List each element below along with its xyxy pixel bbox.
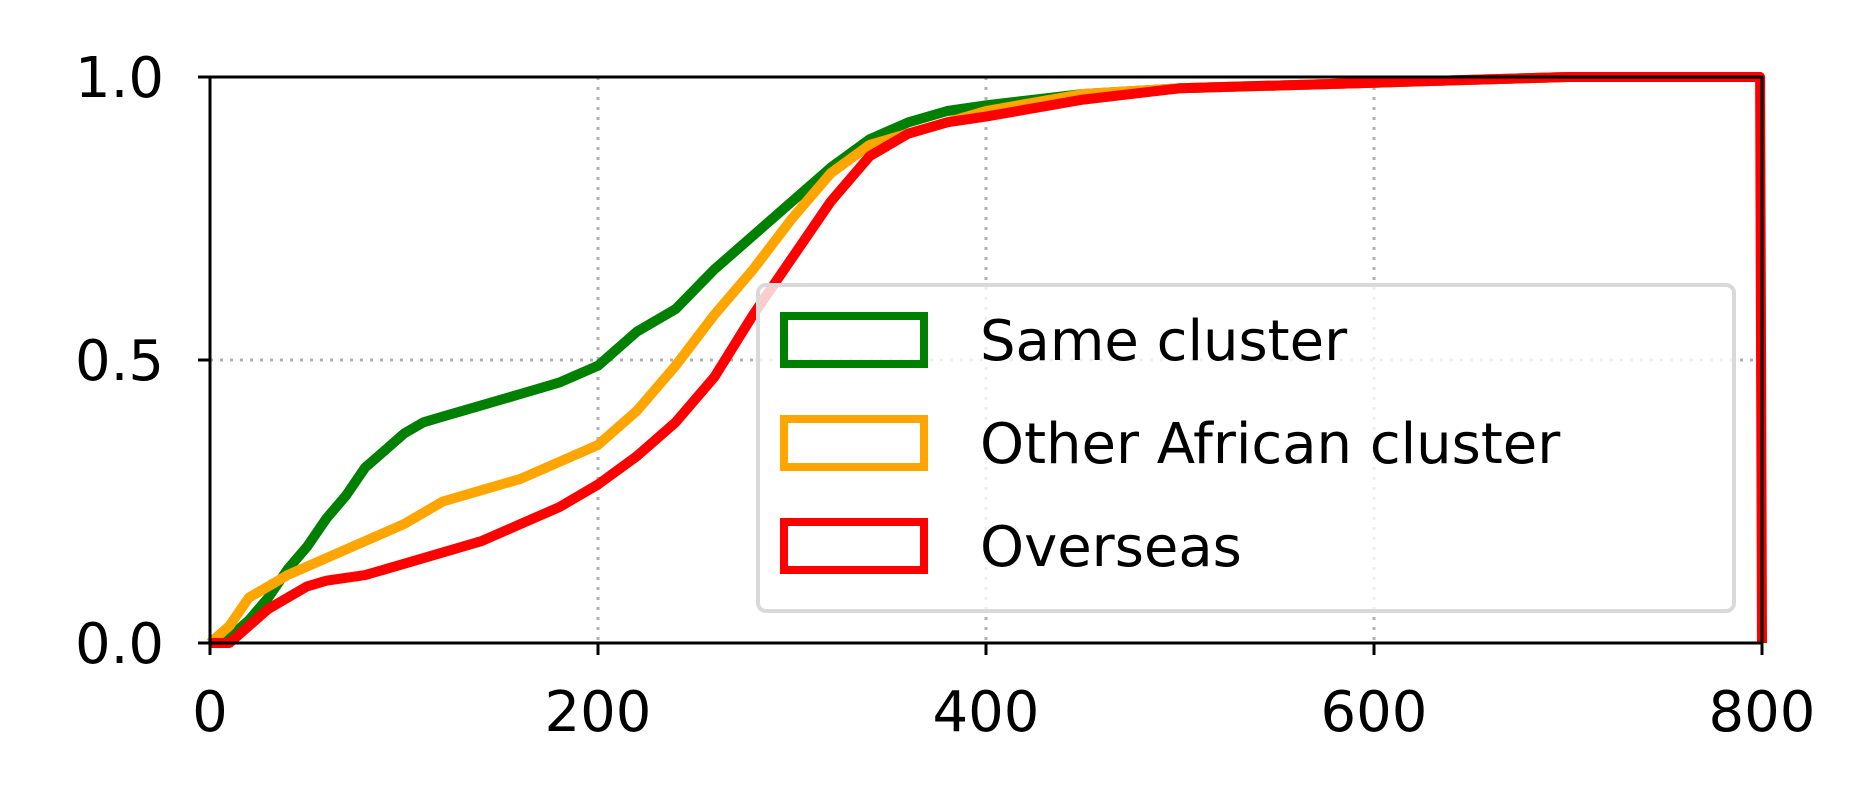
series-lines bbox=[206, 72, 1767, 648]
x-tick-label: 200 bbox=[545, 680, 652, 745]
legend-swatch-1 bbox=[780, 312, 928, 368]
series-line-3 bbox=[210, 72, 1767, 648]
legend-box bbox=[756, 283, 1736, 613]
legend-swatch-2 bbox=[780, 415, 928, 471]
x-tick-label: 400 bbox=[933, 680, 1040, 745]
series-line-2 bbox=[206, 72, 1762, 647]
y-tick-label: 1.0 bbox=[75, 46, 164, 111]
axis-ticks: 0 200 400 600 800 0.0 0.5 1.0 bbox=[75, 46, 1816, 745]
legend: Same cluster Other African cluster Oversea… bbox=[756, 283, 1736, 613]
legend-label-3: Overseas bbox=[980, 515, 1242, 580]
legend-label-2: Other African cluster bbox=[980, 412, 1561, 477]
x-tick-label: 600 bbox=[1321, 680, 1428, 745]
y-tick-label: 0.0 bbox=[75, 612, 164, 677]
series-line-1 bbox=[208, 72, 1762, 648]
x-tick-label: 800 bbox=[1709, 680, 1816, 745]
legend-label-1: Same cluster bbox=[980, 309, 1348, 374]
legend-swatch-3 bbox=[780, 518, 928, 574]
x-tick-label: 0 bbox=[192, 680, 228, 745]
y-tick-label: 0.5 bbox=[75, 329, 164, 394]
